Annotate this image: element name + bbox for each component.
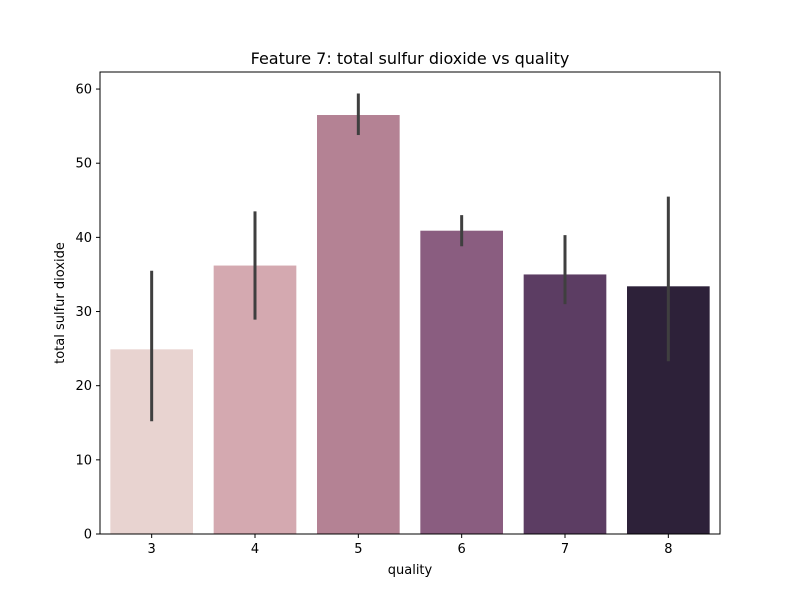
x-tick-label: 4	[251, 542, 259, 557]
x-axis-label: quality	[388, 563, 433, 578]
error-bars-group	[150, 93, 670, 422]
chart-title: Feature 7: total sulfur dioxide vs quali…	[251, 49, 570, 68]
y-axis-label: total sulfur dioxide	[53, 242, 68, 364]
y-tick-label: 10	[75, 453, 92, 468]
y-tick-label: 30	[75, 305, 92, 320]
x-tick-label: 6	[458, 542, 466, 557]
y-tick-label: 50	[75, 157, 92, 172]
x-tick-label: 7	[561, 542, 569, 557]
bar-quality-7	[523, 274, 607, 534]
x-tick-label: 8	[664, 542, 672, 557]
y-tick-label: 40	[75, 231, 92, 246]
bar-quality-6	[420, 230, 503, 534]
x-tick-label: 5	[354, 542, 362, 557]
y-axis: 0 10 20 30 40 50 60	[75, 83, 100, 543]
plot-frame	[99, 71, 721, 535]
bars-group	[110, 115, 710, 535]
y-tick-label: 60	[75, 83, 92, 98]
y-tick-label: 20	[75, 379, 92, 394]
y-tick-label: 0	[84, 528, 92, 543]
x-tick-label: 3	[148, 542, 156, 557]
bar-quality-5	[317, 115, 400, 535]
x-axis: 3 4 5 6 7 8	[148, 534, 672, 557]
